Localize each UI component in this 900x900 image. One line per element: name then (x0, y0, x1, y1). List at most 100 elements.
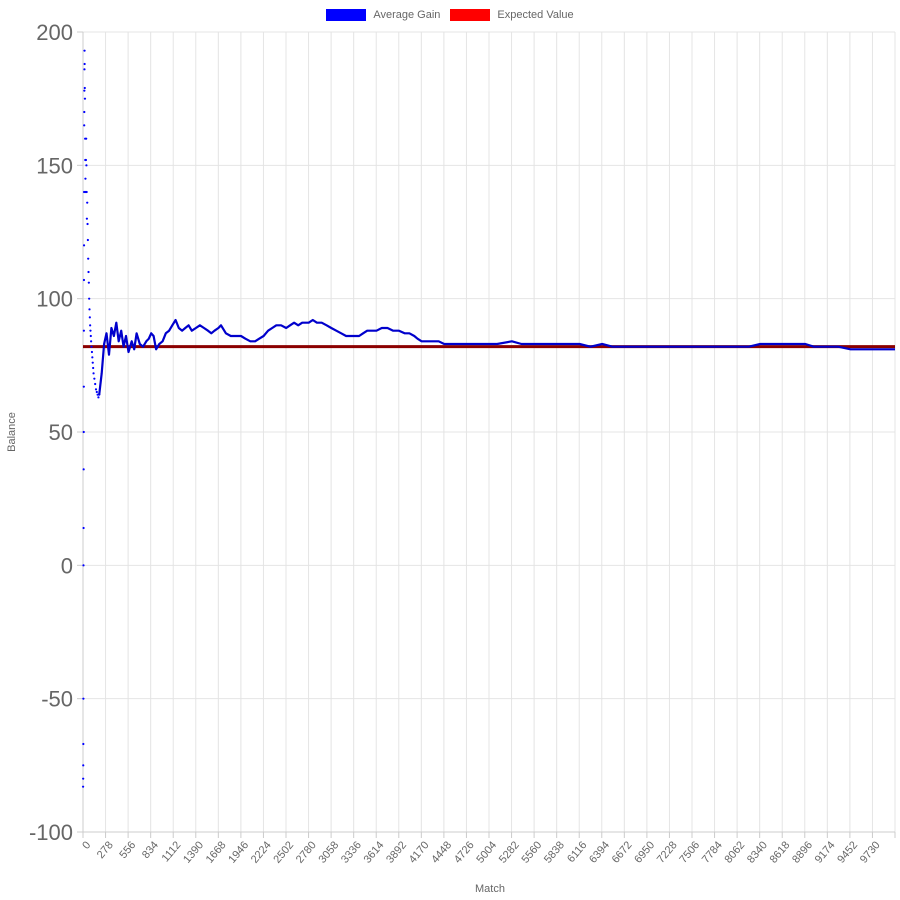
legend-item-average-gain[interactable]: Average Gain (326, 9, 440, 21)
y-tick-labels: 200 150 100 50 0 -50 -100 (29, 20, 73, 845)
average-gain-point (83, 124, 86, 127)
average-gain-point (82, 430, 85, 434)
average-gain-point (90, 350, 94, 354)
x-tick-label: 4726 (452, 839, 477, 865)
x-tick-label: 6950 (632, 839, 657, 865)
x-tick-label: 8896 (790, 839, 815, 865)
x-tick-label: 8618 (768, 839, 793, 865)
average-gain-point (92, 372, 95, 375)
x-tick-label: 8062 (722, 839, 747, 865)
x-tick-label: 5004 (474, 839, 499, 865)
average-gain-line (98, 318, 895, 395)
axes (77, 31, 896, 838)
x-tick-label: 6116 (565, 839, 589, 865)
x-tick-label: 7784 (700, 839, 725, 865)
average-gain-point (82, 697, 85, 700)
average-gain-point (83, 62, 86, 66)
y-tick-label: 0 (61, 553, 73, 578)
x-tick-label: 7506 (677, 839, 702, 865)
average-gain-point (83, 68, 86, 71)
average-gain-point (90, 340, 93, 343)
average-gain-point (89, 334, 92, 338)
average-gain-point (82, 742, 85, 746)
grid-lines (82, 31, 896, 833)
average-gain-point (94, 382, 97, 386)
x-tick-label: 834 (140, 839, 161, 861)
average-gain-point (82, 468, 85, 471)
x-tick-label: 6672 (610, 839, 635, 865)
y-tick-label: 200 (36, 20, 73, 45)
legend-label-average-gain: Average Gain (373, 9, 441, 21)
y-tick-label: 50 (49, 420, 73, 445)
x-tick-label: 0 (80, 839, 93, 851)
x-tick-label: 1390 (181, 839, 206, 865)
average-gain-point (82, 764, 85, 767)
legend-swatch-average-gain (326, 9, 367, 21)
average-gain-series (81, 49, 895, 788)
legend-label-expected-value: Expected Value (497, 9, 574, 21)
average-gain-point (83, 49, 86, 52)
x-tick-label: 3614 (362, 839, 387, 865)
chart-legend: Average Gain Expected Value (0, 9, 900, 21)
y-axis-title: Balance (6, 412, 18, 452)
average-gain-point (87, 257, 90, 260)
average-gain-point (88, 297, 91, 300)
average-gain-point (85, 190, 88, 194)
average-gain-point (82, 278, 86, 282)
average-gain-point (91, 356, 94, 359)
x-tick-label: 8340 (745, 839, 770, 865)
average-gain-point (87, 281, 90, 284)
x-tick-label: 5282 (497, 839, 522, 865)
average-gain-point (84, 158, 88, 162)
x-tick-label: 3892 (384, 839, 409, 865)
average-gain-point (82, 385, 85, 388)
x-tick-label: 3058 (316, 839, 341, 865)
average-gain-point (92, 366, 95, 370)
x-tick-label: 4448 (429, 839, 454, 865)
x-tick-label: 1112 (160, 839, 184, 864)
x-tick-label: 2224 (249, 839, 274, 865)
x-tick-label: 9174 (813, 839, 838, 865)
x-tick-label: 9452 (835, 839, 860, 865)
average-gain-point (97, 396, 100, 399)
legend-swatch-expected-value (450, 9, 491, 21)
average-gain-point (93, 377, 96, 380)
average-gain-point (82, 564, 85, 567)
x-tick-label: 3336 (339, 839, 364, 865)
y-tick-label: -50 (41, 687, 73, 712)
average-gain-point (94, 388, 98, 391)
x-tick-label: 4170 (407, 839, 432, 865)
x-tick-label: 5838 (542, 839, 567, 865)
x-tick-label: 5560 (519, 839, 544, 865)
average-gain-point (84, 177, 87, 180)
average-gain-point (83, 110, 86, 114)
x-tick-label: 7228 (655, 839, 680, 865)
average-gain-point (89, 324, 92, 327)
average-gain-point (85, 164, 88, 167)
x-tick-label: 278 (95, 839, 116, 861)
y-tick-label: -100 (29, 820, 73, 845)
y-tick-label: 100 (36, 287, 73, 312)
average-gain-point (82, 526, 85, 530)
x-tick-label: 1946 (226, 839, 251, 865)
average-gain-point (86, 222, 89, 226)
average-gain-point (95, 390, 98, 394)
average-gain-point (87, 270, 90, 274)
legend-item-expected-value[interactable]: Expected Value (450, 9, 574, 21)
average-gain-point (82, 777, 85, 780)
x-axis-title: Match (475, 883, 505, 895)
average-gain-point (90, 345, 93, 348)
average-gain-point (82, 244, 86, 247)
average-gain-point (86, 201, 89, 204)
average-gain-point (82, 329, 85, 332)
average-gain-point (88, 308, 91, 311)
average-gain-point (83, 190, 86, 194)
y-tick-label: 150 (36, 153, 73, 178)
x-tick-label: 556 (117, 839, 138, 861)
x-tick-label: 1668 (204, 839, 229, 865)
average-gain-point (89, 329, 92, 332)
average-gain-point (88, 316, 91, 319)
x-tick-label: 2780 (294, 839, 319, 865)
average-gain-point (85, 217, 88, 220)
